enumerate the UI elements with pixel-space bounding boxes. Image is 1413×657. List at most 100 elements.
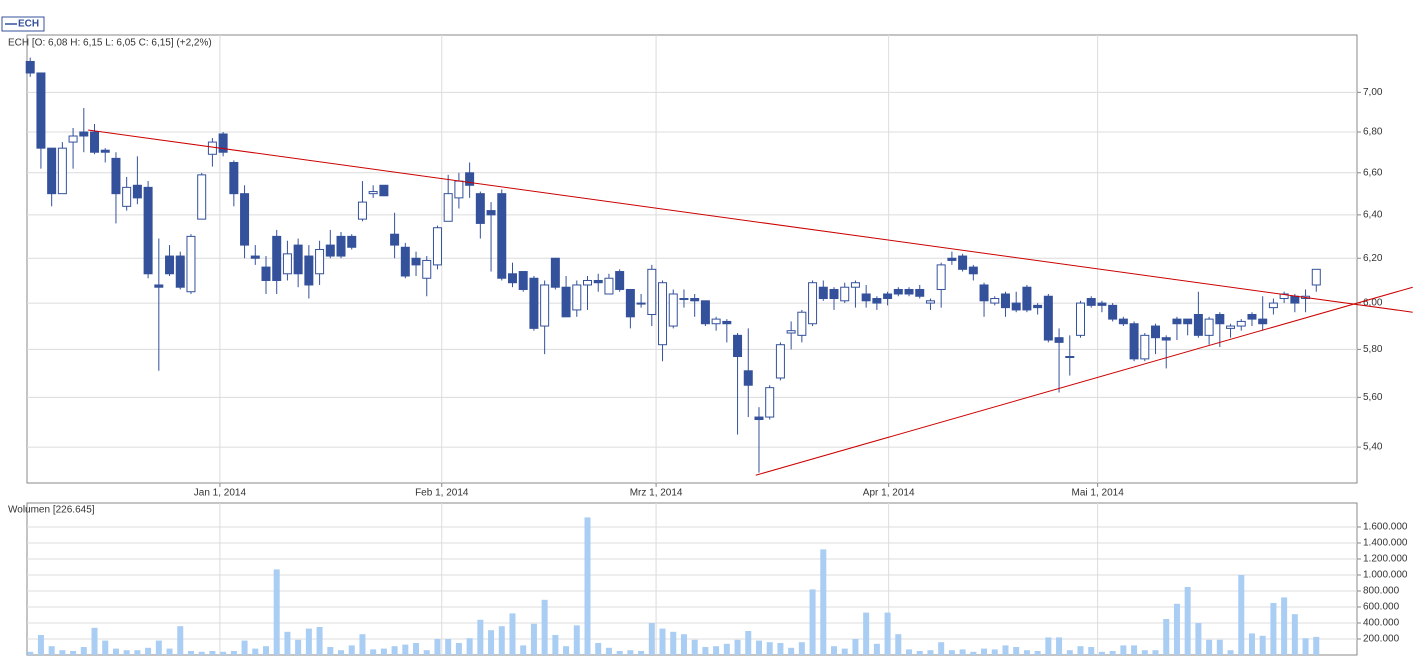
volume-bar — [177, 626, 184, 655]
y-tick-label: 5,60 — [1363, 392, 1383, 403]
candle-body — [454, 180, 464, 199]
volume-bar — [37, 635, 44, 655]
volume-bar — [327, 647, 334, 655]
volume-bar — [284, 631, 291, 655]
candle-body — [893, 288, 903, 295]
volume-bar — [488, 630, 495, 655]
volume-bar — [1056, 637, 1063, 655]
volume-bar — [755, 640, 762, 655]
volume-bar — [1013, 647, 1020, 655]
candle-body — [154, 284, 164, 288]
y-tick-label: 5,80 — [1363, 344, 1383, 355]
y-tick-label: 6,00 — [1363, 298, 1383, 309]
candle-body — [733, 334, 743, 358]
candle-body — [1011, 302, 1021, 311]
candle-body — [25, 60, 35, 74]
volume-bar — [423, 650, 430, 655]
volume-bar — [48, 646, 55, 655]
legend-box[interactable] — [1, 16, 45, 32]
volume-bar — [1141, 650, 1148, 655]
candle-body — [1226, 325, 1236, 329]
volume-bar — [702, 647, 709, 655]
candle-body — [1129, 323, 1139, 360]
candle-body — [368, 191, 378, 195]
volume-header: Wolumen [226.645] — [8, 505, 95, 516]
candle-body — [786, 330, 796, 334]
volume-bar — [305, 628, 312, 655]
volume-bar — [1152, 650, 1159, 655]
candle-body — [990, 298, 1000, 304]
volume-bar — [895, 634, 902, 655]
volume-bar — [723, 643, 730, 655]
volume-bar — [1098, 651, 1105, 655]
candle-body — [240, 193, 250, 246]
volume-bar — [477, 619, 484, 655]
volume-bar — [552, 635, 559, 655]
candle-body — [979, 284, 989, 302]
volume-bar — [1109, 651, 1116, 655]
y-tick-label: 5,40 — [1363, 442, 1383, 453]
volume-bar — [1066, 650, 1073, 655]
y-tick-label: 400.000 — [1363, 618, 1400, 629]
volume-bar — [605, 647, 612, 655]
candle-body — [261, 266, 271, 281]
candle-body — [111, 157, 121, 195]
candle-body — [615, 271, 625, 290]
volume-bar — [1259, 635, 1266, 655]
volume-bar — [145, 647, 152, 655]
y-tick-label: 7,00 — [1363, 87, 1383, 98]
volume-bar — [209, 651, 216, 655]
volume-bar — [509, 613, 516, 655]
candle-body — [808, 282, 818, 325]
volume-bar — [1206, 639, 1213, 655]
volume-bar — [884, 612, 891, 655]
candle-body — [1247, 314, 1257, 320]
volume-bar — [59, 650, 66, 655]
candle-body — [829, 288, 839, 300]
volume-bar — [948, 650, 955, 655]
x-tick-label: Mai 1, 2014 — [1072, 488, 1125, 499]
volume-bar — [981, 648, 988, 655]
price-header: ECH [O: 6,08 H: 6,15 L: 6,05 C: 6,15] (+… — [8, 38, 212, 49]
volume-bar — [230, 651, 237, 655]
candle-body — [572, 284, 582, 311]
candle-body — [636, 302, 646, 305]
volume-bar — [616, 651, 623, 655]
candle-body — [175, 255, 185, 288]
volume-bar — [938, 642, 945, 655]
volume-bar — [734, 639, 741, 655]
candle-body — [1204, 318, 1214, 336]
volume-bar — [220, 651, 227, 655]
candle-body — [1183, 318, 1193, 325]
candle-body — [507, 273, 517, 284]
volume-bar — [906, 649, 913, 655]
volume-bar — [187, 651, 194, 655]
volume-bar — [863, 612, 870, 655]
volume-bar — [745, 631, 752, 655]
candle-body — [197, 174, 207, 220]
candle-body — [518, 271, 528, 290]
volume-bar — [1034, 651, 1041, 655]
candle-body — [1000, 293, 1010, 309]
candle-body — [122, 186, 132, 207]
volume-bar — [627, 650, 634, 655]
candle-body — [743, 370, 753, 386]
volume-bar — [155, 640, 162, 655]
candle-body — [47, 147, 57, 195]
candle-body — [1108, 304, 1118, 320]
candle-body — [432, 227, 442, 266]
y-tick-label: 1.600.000 — [1363, 522, 1408, 533]
candle-body — [304, 255, 314, 286]
candle-body — [818, 286, 828, 300]
candle-body — [79, 131, 89, 137]
candle-body — [925, 300, 935, 304]
volume-bar — [691, 639, 698, 655]
volume-bar — [370, 649, 377, 655]
candle-body — [690, 298, 700, 302]
volume-bar — [262, 646, 269, 655]
candle-body — [883, 293, 893, 300]
candle-body — [443, 193, 453, 222]
x-tick-label: Mrz 1, 2014 — [630, 488, 683, 499]
volume-bar — [777, 643, 784, 655]
